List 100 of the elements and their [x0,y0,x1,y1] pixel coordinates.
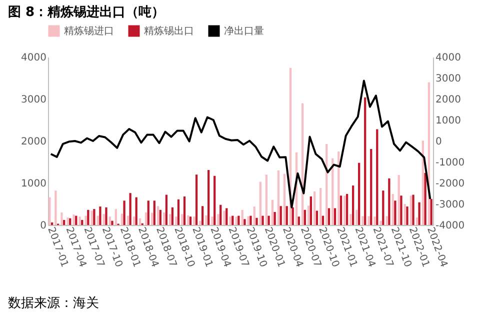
bar [111,220,114,225]
chart-title: 图 8：精炼锡进出口（吨） [8,5,165,20]
bar [235,216,238,225]
bar [84,216,87,225]
bar [90,210,93,225]
bar [286,206,288,225]
bar [189,216,192,225]
bar [171,207,174,225]
bar [316,210,318,225]
bar [265,174,268,225]
bar [75,216,78,225]
y2-tick-label: 2000 [436,94,461,106]
bar [350,214,352,225]
bar [358,162,360,225]
bar [250,216,252,225]
bar [229,216,232,225]
bar [211,216,214,225]
bar [223,210,226,225]
bar [398,175,400,225]
y-tick-label: 2000 [21,136,46,148]
y-tick-label: 1000 [21,178,46,190]
bar [177,199,180,225]
y2-tick-label: 3000 [436,74,461,84]
bar [241,210,244,225]
bar [259,182,262,225]
bar [344,196,346,225]
bar [283,174,286,225]
bar [362,216,364,225]
bar [262,216,264,225]
bar [406,206,408,225]
bar [304,210,306,225]
bar [72,214,75,225]
bar [232,216,234,225]
legend-label: 净出口量 [224,25,264,37]
bar [277,170,280,225]
bar [78,216,81,225]
bar [144,212,148,225]
bar [108,216,111,225]
y2-tick-label: -4000 [436,220,465,232]
bar [238,216,240,225]
bar [416,217,418,225]
bar [382,190,384,225]
bar [135,197,138,225]
bar [187,215,190,225]
bar [93,209,96,225]
y-tick-label: 0 [40,220,46,232]
bar [169,214,172,225]
bar [364,97,366,225]
bar [386,216,388,225]
bar [310,196,312,225]
bar [153,200,156,225]
y2-tick-label: -1000 [436,158,465,168]
bar [138,218,142,225]
bar [388,178,390,225]
bar [120,214,123,225]
bar [114,209,117,225]
y2-tick-label: 0 [436,136,442,148]
bar [368,216,370,225]
bar [165,194,168,225]
bar [159,210,162,225]
bar [150,212,154,225]
bar [69,218,72,225]
bar [370,148,372,225]
y-tick-label: 3000 [21,94,46,106]
bar [328,208,330,225]
bar [201,206,204,225]
bar [156,206,160,225]
bar [205,215,208,225]
bar [380,220,382,225]
bar [181,214,184,225]
bar [87,210,90,225]
y2-tick-label: 1000 [436,116,461,126]
bar [129,193,132,225]
y2-tick-label: 4000 [436,52,461,64]
bar [48,197,51,225]
bar [81,220,84,225]
bar [66,217,69,225]
bar [126,216,130,225]
bar [298,216,300,225]
y2-tick-label: -2000 [436,178,465,190]
bar [244,219,246,225]
bar [60,212,63,225]
bar [340,196,342,225]
bar [63,220,66,225]
bar [54,190,57,225]
bar [292,207,294,225]
bar [418,202,420,225]
bar [271,200,274,225]
bar [322,216,324,225]
bar [320,188,322,225]
bar [274,212,276,225]
source-note: 数据来源：海关 [8,296,99,311]
bar [376,129,378,225]
legend-label: 精炼锡出口 [144,25,194,37]
bar [214,176,216,225]
bar [400,196,402,225]
bar [217,214,220,225]
bar [334,208,336,225]
bar [404,204,406,225]
bar [268,216,270,225]
